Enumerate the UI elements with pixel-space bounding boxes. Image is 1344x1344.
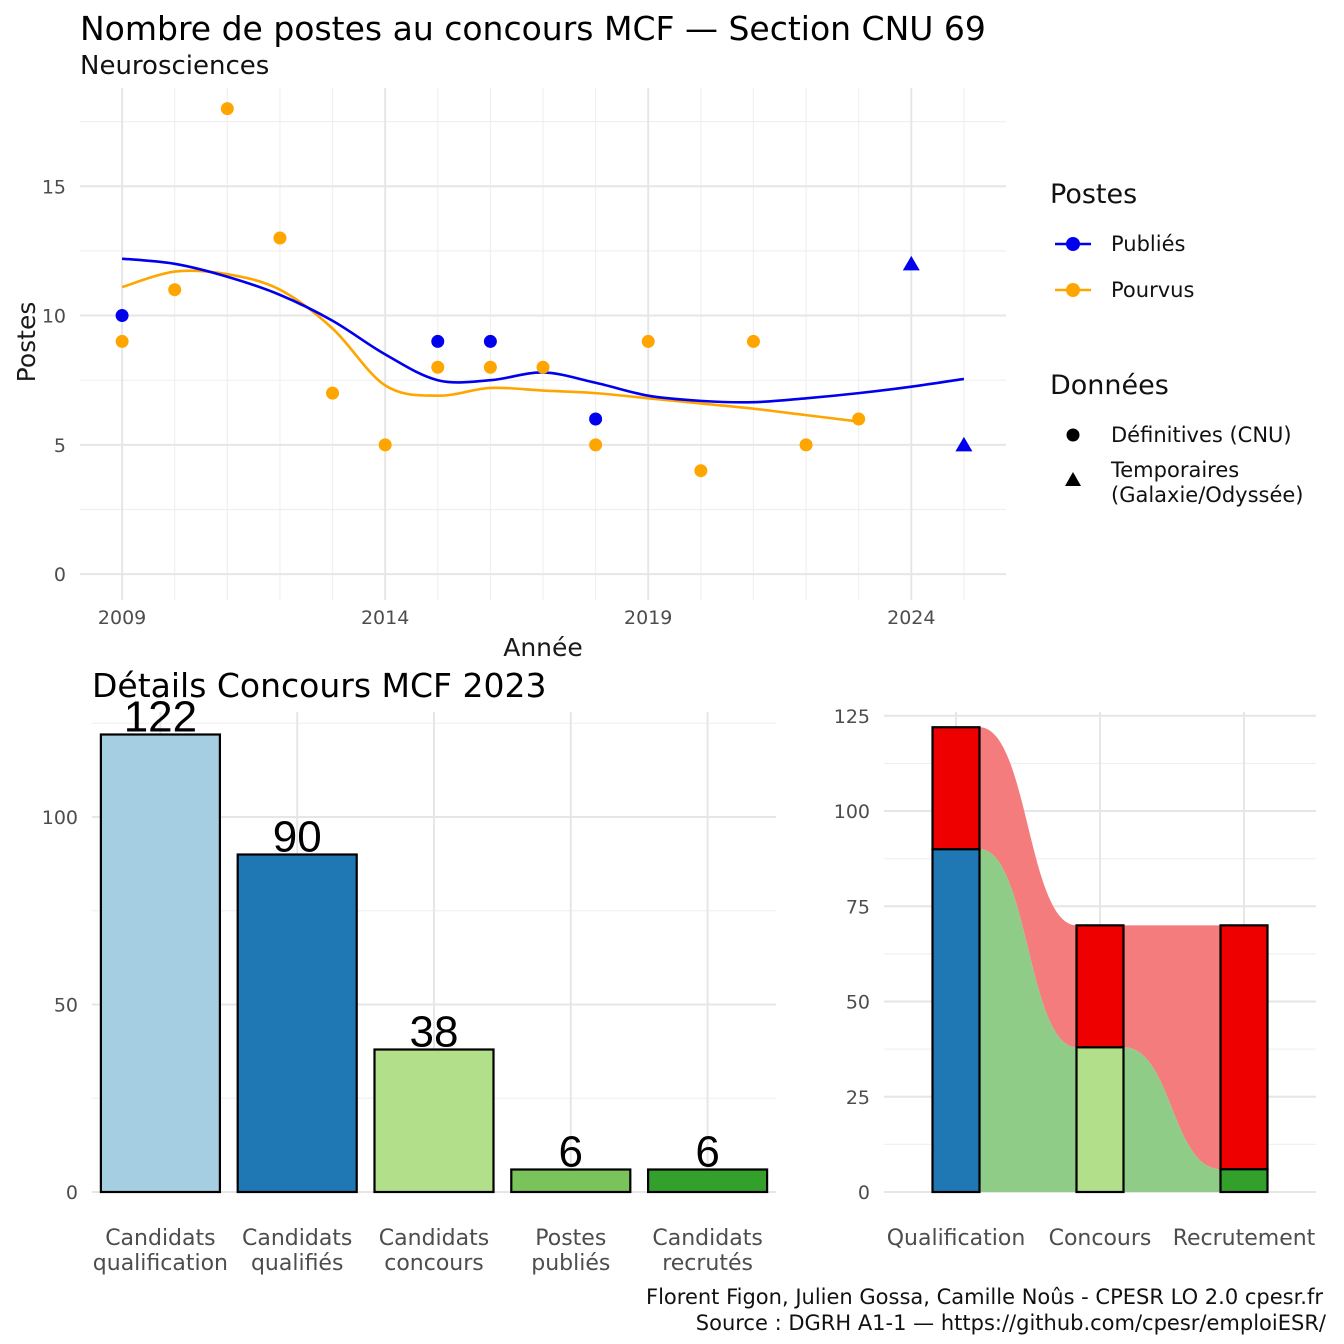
legend-marker-definitives — [1066, 428, 1080, 442]
bar-value-label: 90 — [273, 813, 322, 862]
stack-segment — [1219, 1168, 1269, 1194]
legend-label-publies: Publiés — [1111, 232, 1185, 256]
stack-segment — [1219, 924, 1269, 1171]
bar-category-label: Postes — [535, 1226, 606, 1251]
stack-segment — [1075, 1046, 1125, 1194]
bar-category-label: Candidats — [242, 1226, 352, 1251]
bar-series: 122Candidatsqualification90Candidatsqual… — [93, 693, 769, 1276]
caption-authors: Florent Figon, Julien Gossa, Camille Noû… — [646, 1285, 1323, 1309]
bar — [236, 853, 358, 1194]
stack-segment — [1075, 924, 1125, 1049]
data-point-circle — [852, 412, 866, 426]
alluvial-y-tick-label: 0 — [858, 1182, 870, 1204]
y-tick-label: 10 — [42, 306, 66, 328]
stack-segment — [931, 726, 981, 851]
bar — [646, 1168, 769, 1194]
alluvial-y-tick-label: 50 — [846, 992, 870, 1014]
top-axis-ticks: 2009 2014 2019 2024 0 5 10 15 — [42, 176, 936, 629]
data-point-circle — [799, 438, 813, 452]
legend-label-pourvus: Pourvus — [1111, 278, 1194, 302]
data-point-circle — [326, 386, 340, 400]
data-point-circle — [483, 334, 497, 348]
bar-value-label: 122 — [124, 693, 197, 742]
x-tick-label: 2024 — [887, 607, 935, 629]
chart-title: Nombre de postes au concours MCF — Secti… — [80, 9, 986, 48]
bar — [99, 733, 222, 1194]
top-plot-grid — [80, 88, 1006, 600]
top-data-points — [115, 102, 973, 478]
data-point-circle — [168, 283, 182, 297]
legend-marker-pourvus — [1066, 283, 1080, 297]
y-tick-label: 5 — [54, 435, 66, 457]
bar-y-tick-label: 50 — [54, 995, 78, 1017]
y-tick-label: 0 — [54, 564, 66, 586]
legend-title-donnees: Données — [1050, 370, 1169, 401]
data-point-circle — [694, 464, 708, 478]
data-point-circle — [746, 334, 760, 348]
bar-category-label: Candidats — [652, 1226, 762, 1251]
data-point-circle — [589, 438, 603, 452]
flow-red — [1123, 925, 1221, 1170]
alluvial-category-label: Recrutement — [1173, 1226, 1316, 1251]
bar-category-label: publiés — [531, 1251, 610, 1276]
x-tick-label: 2019 — [624, 607, 672, 629]
chart-subtitle: Neurosciences — [80, 51, 269, 81]
alluvial-series — [931, 726, 1269, 1194]
y-tick-label: 15 — [42, 176, 66, 198]
alluvial-y-tick-label: 125 — [834, 706, 870, 728]
caption-source: Source : DGRH A1-1 — https://github.com/… — [696, 1311, 1327, 1335]
bar-y-tick-label: 0 — [66, 1182, 78, 1204]
bar-category-label: qualifiés — [251, 1251, 343, 1276]
x-axis-title: Année — [503, 633, 583, 662]
alluvial-y-tick-label: 75 — [846, 896, 870, 918]
data-point-triangle — [902, 255, 920, 271]
bar-category-label: Candidats — [105, 1226, 215, 1251]
bar-chart-title: Détails Concours MCF 2023 — [92, 666, 547, 705]
bar-value-label: 6 — [559, 1128, 583, 1177]
legend-label-temporaires-2: (Galaxie/Odyssée) — [1111, 483, 1304, 507]
data-point-triangle — [955, 436, 973, 452]
bar-value-label: 6 — [695, 1128, 719, 1177]
data-point-circle — [641, 334, 655, 348]
data-point-circle — [431, 334, 445, 348]
data-point-circle — [589, 412, 603, 426]
bar-category-label: concours — [384, 1251, 484, 1276]
data-point-circle — [483, 360, 497, 374]
flow-green — [1123, 1047, 1221, 1192]
legend-title-postes: Postes — [1050, 179, 1137, 210]
legend-marker-temporaires — [1065, 472, 1081, 486]
stack-segment — [931, 848, 981, 1194]
bar-y-tick-label: 100 — [42, 807, 78, 829]
smooth-line-pourvus — [121, 269, 859, 423]
alluvial-y-tick-label: 25 — [846, 1087, 870, 1109]
data-point-circle — [220, 102, 234, 116]
x-tick-label: 2014 — [361, 607, 409, 629]
legend-marker-publies — [1066, 237, 1080, 251]
alluvial-category-label: Qualification — [887, 1226, 1026, 1251]
legend-label-temporaires-1: Temporaires — [1110, 458, 1239, 482]
legend: Postes Publiés Pourvus Données Définitiv… — [1050, 179, 1304, 507]
bar — [373, 1048, 495, 1194]
bar-category-label: qualification — [93, 1251, 228, 1276]
y-axis-title: Postes — [12, 302, 41, 383]
data-point-circle — [273, 231, 287, 245]
bar-category-label: Candidats — [379, 1226, 489, 1251]
flow-red — [979, 727, 1077, 1048]
data-point-circle — [536, 360, 550, 374]
data-point-circle — [431, 360, 445, 374]
legend-label-definitives: Définitives (CNU) — [1111, 423, 1292, 447]
flow-green — [979, 849, 1077, 1192]
data-point-circle — [378, 438, 392, 452]
alluvial-y-tick-label: 100 — [834, 801, 870, 823]
bar-value-label: 38 — [410, 1008, 459, 1057]
data-point-circle — [115, 309, 129, 323]
bar — [510, 1168, 632, 1194]
data-point-circle — [115, 334, 129, 348]
x-tick-label: 2009 — [98, 607, 146, 629]
alluvial-category-label: Concours — [1049, 1226, 1152, 1251]
bar-category-label: recrutés — [662, 1251, 753, 1276]
